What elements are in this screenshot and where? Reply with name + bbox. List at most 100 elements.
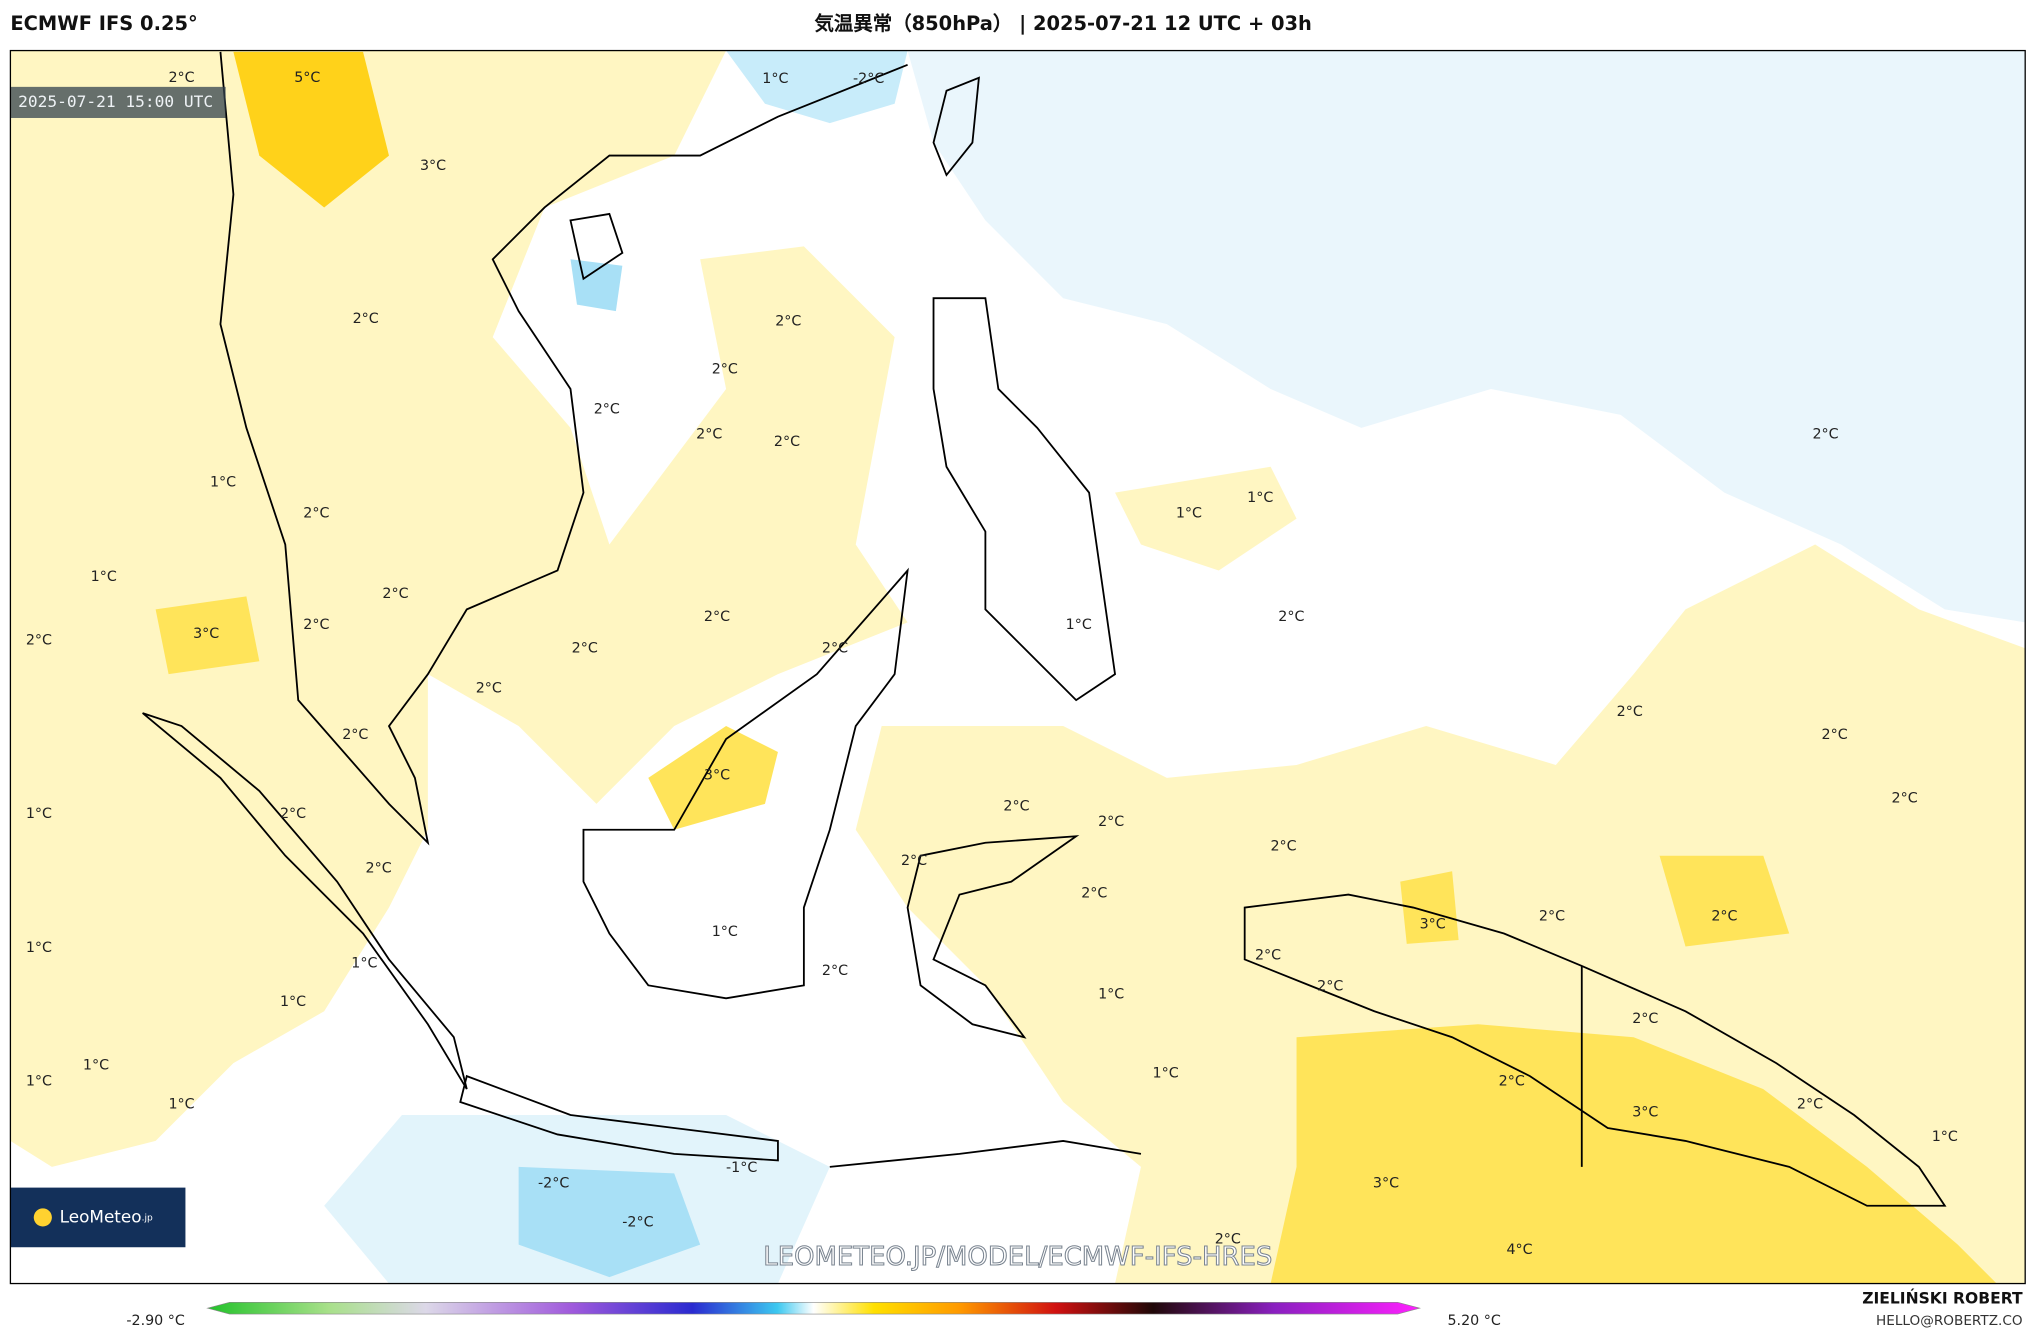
contour-label: -2°C [538, 1176, 569, 1192]
contour-label: 2°C [1081, 885, 1107, 901]
contour-label: 1°C [1098, 986, 1124, 1002]
contour-label: 2°C [1499, 1073, 1525, 1089]
contour-label: 1°C [1932, 1129, 1958, 1145]
colorbar-max: 5.20 °C [1447, 1313, 1500, 1329]
warm-area [10, 50, 908, 1167]
warm-area [1115, 466, 1297, 571]
contour-label: 4°C [1506, 1242, 1532, 1258]
contour-label: 2°C [775, 314, 801, 330]
contour-label: 2°C [1632, 1011, 1658, 1027]
contour-label: 2°C [774, 434, 800, 450]
contour-label: 2°C [1797, 1097, 1823, 1113]
contour-labels: 2°C 5°C 1°C -2°C 3°C 2°C 2°C 2°C 2°C 2°C 2°C 2°C 1°C… [26, 70, 1958, 1258]
contour-label: 2°C [704, 609, 730, 625]
coastline [829, 1140, 1142, 1168]
contour-label: 1°C [1176, 505, 1202, 521]
watermark: LEOMETEO.JP/MODEL/ECMWF-IFS-HRES [763, 1242, 1272, 1272]
coastline [219, 51, 908, 846]
contour-label: 2°C [26, 632, 52, 648]
contour-label: 1°C [83, 1058, 109, 1074]
cool-area [907, 50, 2026, 623]
contour-label: 2°C [353, 311, 379, 327]
colorbar-min: -2.90 °C [126, 1313, 185, 1329]
contour-label: 1°C [91, 569, 117, 585]
coastline [932, 76, 980, 177]
warm-area [155, 596, 260, 675]
contour-label: 2°C [822, 640, 848, 656]
credit-email: HELLO@ROBERTZ.CO [1876, 1313, 2023, 1329]
cool-area [518, 1166, 701, 1278]
contour-label: 2°C [303, 505, 329, 521]
contour-label: 2°C [1271, 839, 1297, 855]
contour-label: 1°C [1066, 617, 1092, 633]
contour-label: 2°C [1711, 909, 1737, 925]
contour-label: 1°C [712, 924, 738, 940]
logo-name: LeoMeteo [60, 1206, 142, 1226]
contour-label: 5°C [294, 70, 320, 86]
coastline [569, 212, 624, 281]
credit-name: ZIELIŃSKI ROBERT [1862, 1289, 2023, 1308]
contour-label: -2°C [853, 71, 884, 87]
contour-label: 2°C [696, 426, 722, 442]
model-name: ECMWF IFS 0.25° [10, 12, 197, 35]
coastline [142, 712, 468, 1090]
contour-label: 3°C [193, 626, 219, 642]
contour-label: 2°C [382, 586, 408, 602]
contour-label: 2°C [366, 861, 392, 877]
contour-label: 2°C [1822, 727, 1848, 743]
coastline [459, 1074, 779, 1162]
contour-label: 2°C [594, 402, 620, 418]
contour-label: 2°C [1003, 798, 1029, 814]
contour-label: 1°C [26, 1073, 52, 1089]
warm-area [1270, 1024, 1997, 1284]
contour-label: 2°C [822, 963, 848, 979]
contour-label: 1°C [1153, 1066, 1179, 1082]
contour-label: 2°C [1617, 704, 1643, 720]
contour-label: 3°C [1420, 916, 1446, 932]
coastline [906, 835, 1080, 1039]
timestamp: 2025-07-21 15:00 UTC [18, 92, 213, 111]
logo-sun [33, 1208, 52, 1227]
contour-label: 1°C [210, 474, 236, 490]
contour-label: 1°C [280, 994, 306, 1010]
warm-area [1659, 855, 1790, 947]
contour-label: -2°C [622, 1215, 653, 1231]
coastline [582, 567, 909, 1000]
map-frame [9, 49, 2026, 1285]
contour-label: 1°C [26, 806, 52, 822]
contour-label: 2°C [901, 853, 927, 869]
logo-suffix: .jp [142, 1213, 153, 1223]
contour-label: 2°C [1278, 609, 1304, 625]
contour-label: 2°C [303, 617, 329, 633]
contour-label: 3°C [420, 158, 446, 174]
contour-label: 2°C [280, 806, 306, 822]
map-title: 気温異常（850hPa） | 2025-07-21 12 UTC + 03h [814, 12, 1311, 35]
contour-label: 3°C [704, 767, 730, 783]
contour-label: 2°C [168, 70, 194, 86]
contour-label: 2°C [1317, 979, 1343, 995]
coastlines [142, 51, 1947, 1207]
timestamp-box [10, 86, 226, 118]
contour-label: 2°C [1539, 909, 1565, 925]
contour-label: 1°C [762, 71, 788, 87]
contour-label: 1°C [26, 940, 52, 956]
contour-label: 1°C [1247, 490, 1273, 506]
contour-label: 3°C [1632, 1104, 1658, 1120]
contour-label: 2°C [1892, 791, 1918, 807]
coastline [932, 297, 1117, 702]
contour-label: 2°C [1812, 426, 1838, 442]
colorbar-ramp [206, 1302, 1421, 1315]
contour-label: 1°C [168, 1097, 194, 1113]
warm-area [1400, 871, 1459, 944]
contour-label: 2°C [572, 640, 598, 656]
logo-text: LeoMeteo.jp [60, 1206, 153, 1226]
coastline [1243, 893, 1947, 1207]
warm-area [648, 726, 778, 830]
contour-label: 2°C [476, 680, 502, 696]
contour-label: 2°C [1215, 1231, 1241, 1247]
cool-area [726, 50, 908, 124]
warm-area [233, 51, 389, 208]
cool-area [570, 259, 623, 312]
